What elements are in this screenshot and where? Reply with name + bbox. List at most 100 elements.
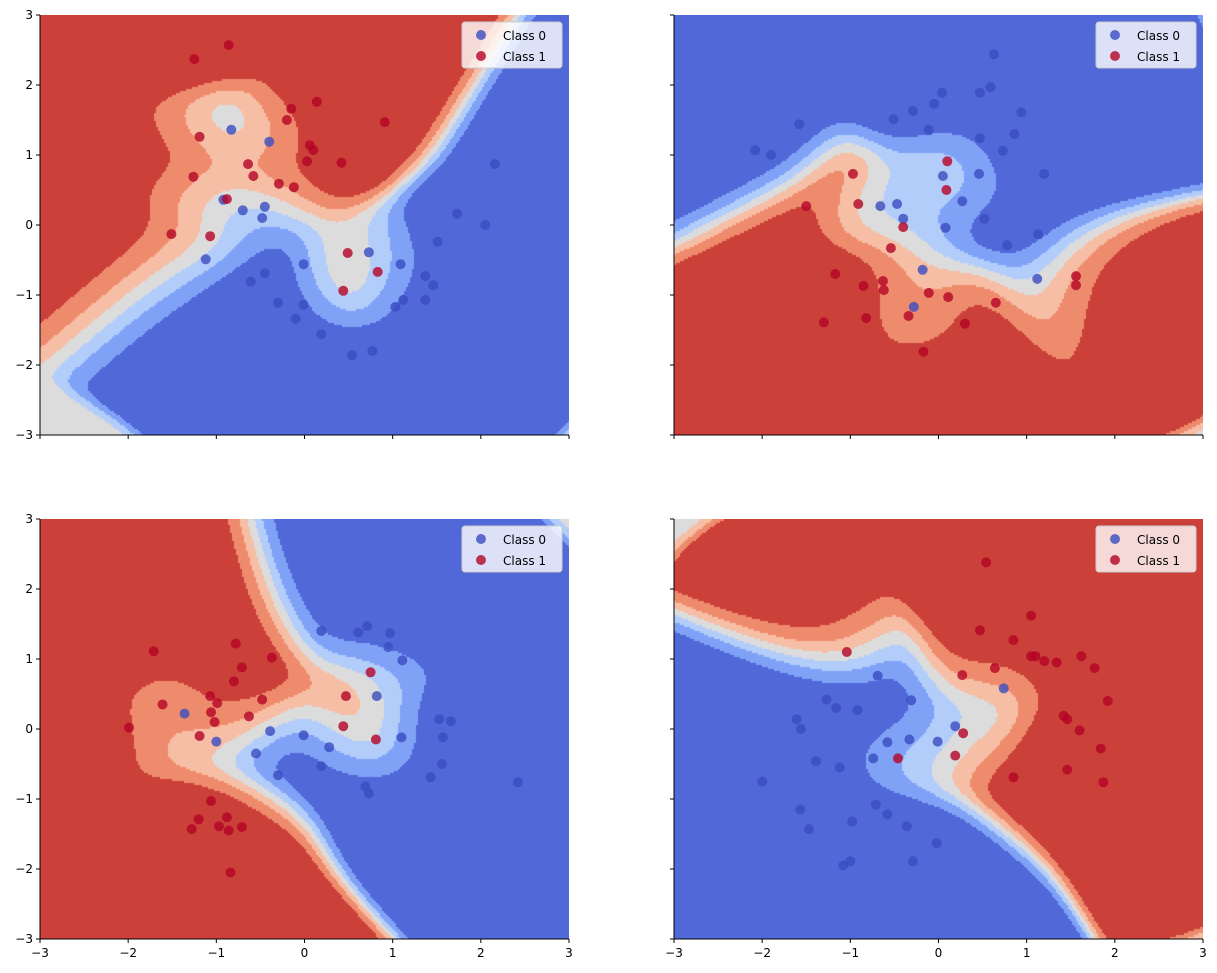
class0-point bbox=[906, 695, 917, 706]
class0-point bbox=[904, 734, 915, 745]
class1-point bbox=[853, 199, 864, 209]
subplot-2: Class 0 Class 1 bbox=[670, 14, 1204, 439]
legend-marker-class0 bbox=[1110, 534, 1120, 544]
x-tick-label: 0 bbox=[935, 946, 943, 960]
class0-point bbox=[179, 708, 190, 719]
class1-point bbox=[1008, 635, 1019, 646]
y-tick-label: 3 bbox=[25, 8, 33, 22]
y-tick-label: 1 bbox=[25, 148, 33, 162]
x-tick-label: 0 bbox=[301, 946, 309, 960]
class1-point bbox=[841, 647, 852, 657]
class1-point bbox=[861, 313, 872, 324]
class0-point bbox=[211, 736, 222, 747]
class0-point bbox=[929, 98, 940, 109]
class1-point bbox=[186, 824, 197, 835]
class0-point bbox=[237, 205, 248, 216]
class1-point bbox=[308, 145, 319, 156]
class0-point bbox=[298, 730, 309, 741]
class0-point bbox=[353, 627, 364, 638]
class0-point bbox=[290, 313, 301, 324]
class1-point bbox=[923, 287, 934, 298]
class1-point bbox=[898, 222, 909, 233]
class1-point bbox=[974, 625, 985, 636]
subplot-3: −3 −2 −1 0 1 2 3 −3 −2 −1 0 1 2 3 Class 0 Class 1 bbox=[15, 512, 573, 960]
class0-point bbox=[852, 705, 863, 716]
class1-point bbox=[243, 159, 254, 170]
class1-point bbox=[1089, 663, 1100, 674]
class1-point bbox=[223, 40, 234, 51]
class0-point bbox=[371, 691, 382, 702]
class1-point bbox=[1076, 651, 1087, 662]
class1-point bbox=[1074, 725, 1085, 736]
legend-marker-class0 bbox=[1110, 30, 1120, 40]
class0-point bbox=[367, 346, 378, 356]
class0-point bbox=[794, 119, 805, 130]
class1-point bbox=[225, 867, 236, 878]
legend-label: Class 0 bbox=[503, 533, 546, 547]
legend: Class 0 Class 1 bbox=[461, 525, 563, 573]
class1-point bbox=[847, 168, 858, 179]
legend-box bbox=[1095, 21, 1197, 69]
y-tick-label: 3 bbox=[25, 512, 33, 526]
class1-point bbox=[1026, 610, 1037, 621]
class0-point bbox=[259, 201, 270, 212]
legend-label: Class 1 bbox=[503, 554, 546, 568]
class0-point bbox=[245, 276, 256, 287]
x-tick-label: −2 bbox=[753, 946, 771, 960]
class0-point bbox=[974, 133, 985, 144]
class0-point bbox=[937, 87, 948, 98]
legend-label: Class 1 bbox=[1137, 554, 1180, 568]
class1-point bbox=[243, 711, 254, 722]
class0-point bbox=[363, 788, 374, 799]
class0-point bbox=[1002, 240, 1013, 251]
class0-point bbox=[974, 168, 985, 179]
class1-point bbox=[892, 753, 903, 764]
x-tick-label: −1 bbox=[841, 946, 859, 960]
class0-point bbox=[347, 350, 358, 361]
class1-point bbox=[188, 171, 199, 182]
class0-point bbox=[316, 761, 327, 772]
class1-point bbox=[124, 722, 135, 733]
class0-point bbox=[870, 799, 881, 810]
class0-point bbox=[957, 196, 968, 207]
y-tick-label: −1 bbox=[15, 792, 33, 806]
class0-point bbox=[868, 753, 879, 764]
legend-marker-class0 bbox=[476, 30, 486, 40]
class1-point bbox=[989, 663, 1000, 674]
class1-point bbox=[248, 171, 259, 181]
class0-point bbox=[480, 220, 491, 230]
legend-label: Class 0 bbox=[1137, 29, 1180, 43]
class0-point bbox=[997, 145, 1008, 156]
legend-marker-class1 bbox=[1110, 555, 1120, 565]
class1-point bbox=[228, 676, 239, 687]
class0-point bbox=[940, 222, 951, 233]
class1-point bbox=[273, 178, 284, 189]
class1-point bbox=[205, 691, 216, 702]
class0-point bbox=[1032, 273, 1043, 284]
class1-point bbox=[379, 117, 390, 128]
class1-point bbox=[288, 182, 299, 193]
class1-point bbox=[340, 691, 351, 702]
class1-point bbox=[336, 157, 347, 168]
x-tick-label: 1 bbox=[1023, 946, 1031, 960]
legend: Class 0 Class 1 bbox=[461, 21, 563, 69]
class0-point bbox=[810, 756, 821, 767]
class0-point bbox=[998, 683, 1009, 694]
class0-point bbox=[989, 49, 1000, 60]
class0-point bbox=[259, 268, 270, 279]
class0-point bbox=[420, 271, 431, 282]
subplot-1: −3 −2 −1 0 1 2 3 Class 0 Class 1 bbox=[15, 8, 570, 442]
class0-point bbox=[907, 105, 918, 116]
class0-point bbox=[420, 294, 431, 305]
class0-point bbox=[834, 762, 845, 773]
class1-point bbox=[189, 54, 200, 65]
legend: Class 0 Class 1 bbox=[1095, 525, 1197, 573]
class1-point bbox=[877, 276, 888, 286]
class0-point bbox=[273, 297, 284, 308]
legend-marker-class0 bbox=[476, 534, 486, 544]
class0-point bbox=[226, 124, 237, 135]
y-tick-label: −2 bbox=[15, 358, 33, 372]
class1-point bbox=[801, 201, 812, 212]
class0-point bbox=[901, 821, 912, 832]
subplot-4: −3 −2 −1 0 1 2 3 Class 0 Class 1 bbox=[665, 518, 1207, 960]
